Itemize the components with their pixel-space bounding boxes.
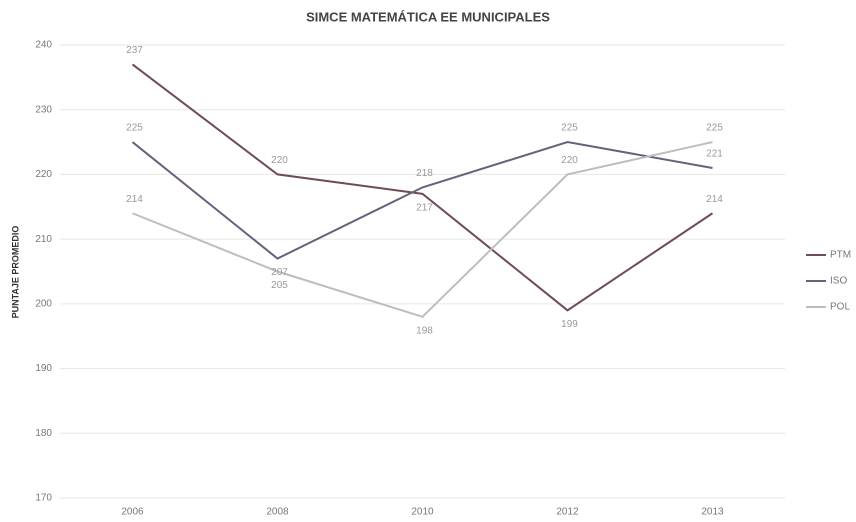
legend-label: POL xyxy=(830,302,850,313)
y-tick-label: 200 xyxy=(35,298,52,309)
y-tick-label: 240 xyxy=(35,40,52,51)
x-tick-label: 2010 xyxy=(411,507,434,518)
data-label: 205 xyxy=(271,280,288,291)
data-label: 217 xyxy=(416,202,433,213)
chart-title: SIMCE MATEMÁTICA EE MUNICIPALES xyxy=(306,9,550,24)
data-label: 214 xyxy=(706,194,723,205)
data-label: 207 xyxy=(271,267,288,278)
data-label: 218 xyxy=(416,168,433,179)
y-tick-label: 220 xyxy=(35,169,52,180)
x-tick-label: 2012 xyxy=(556,507,579,518)
data-label: 220 xyxy=(561,155,578,166)
data-label: 225 xyxy=(126,123,143,134)
data-label: 220 xyxy=(271,155,288,166)
y-tick-label: 230 xyxy=(35,104,52,115)
series-line xyxy=(132,141,713,318)
data-label: 237 xyxy=(126,45,143,56)
series-line xyxy=(131,63,714,312)
x-tick-label: 2006 xyxy=(121,507,144,518)
data-label: 225 xyxy=(561,123,578,134)
data-label: 221 xyxy=(706,149,723,160)
legend-label: PTM xyxy=(830,250,851,261)
data-label: 198 xyxy=(416,325,433,336)
data-label: 214 xyxy=(126,194,143,205)
y-tick-label: 170 xyxy=(35,493,52,504)
legend-label: ISO xyxy=(830,276,847,287)
data-label: 225 xyxy=(706,123,723,134)
y-axis-label: PUNTAJE PROMEDIO xyxy=(10,226,20,319)
x-tick-label: 2013 xyxy=(701,507,724,518)
y-tick-label: 190 xyxy=(35,363,52,374)
y-tick-label: 180 xyxy=(35,428,52,439)
y-tick-label: 210 xyxy=(35,234,52,245)
x-tick-label: 2008 xyxy=(266,507,289,518)
series-line xyxy=(131,141,713,260)
data-label: 199 xyxy=(561,319,578,330)
